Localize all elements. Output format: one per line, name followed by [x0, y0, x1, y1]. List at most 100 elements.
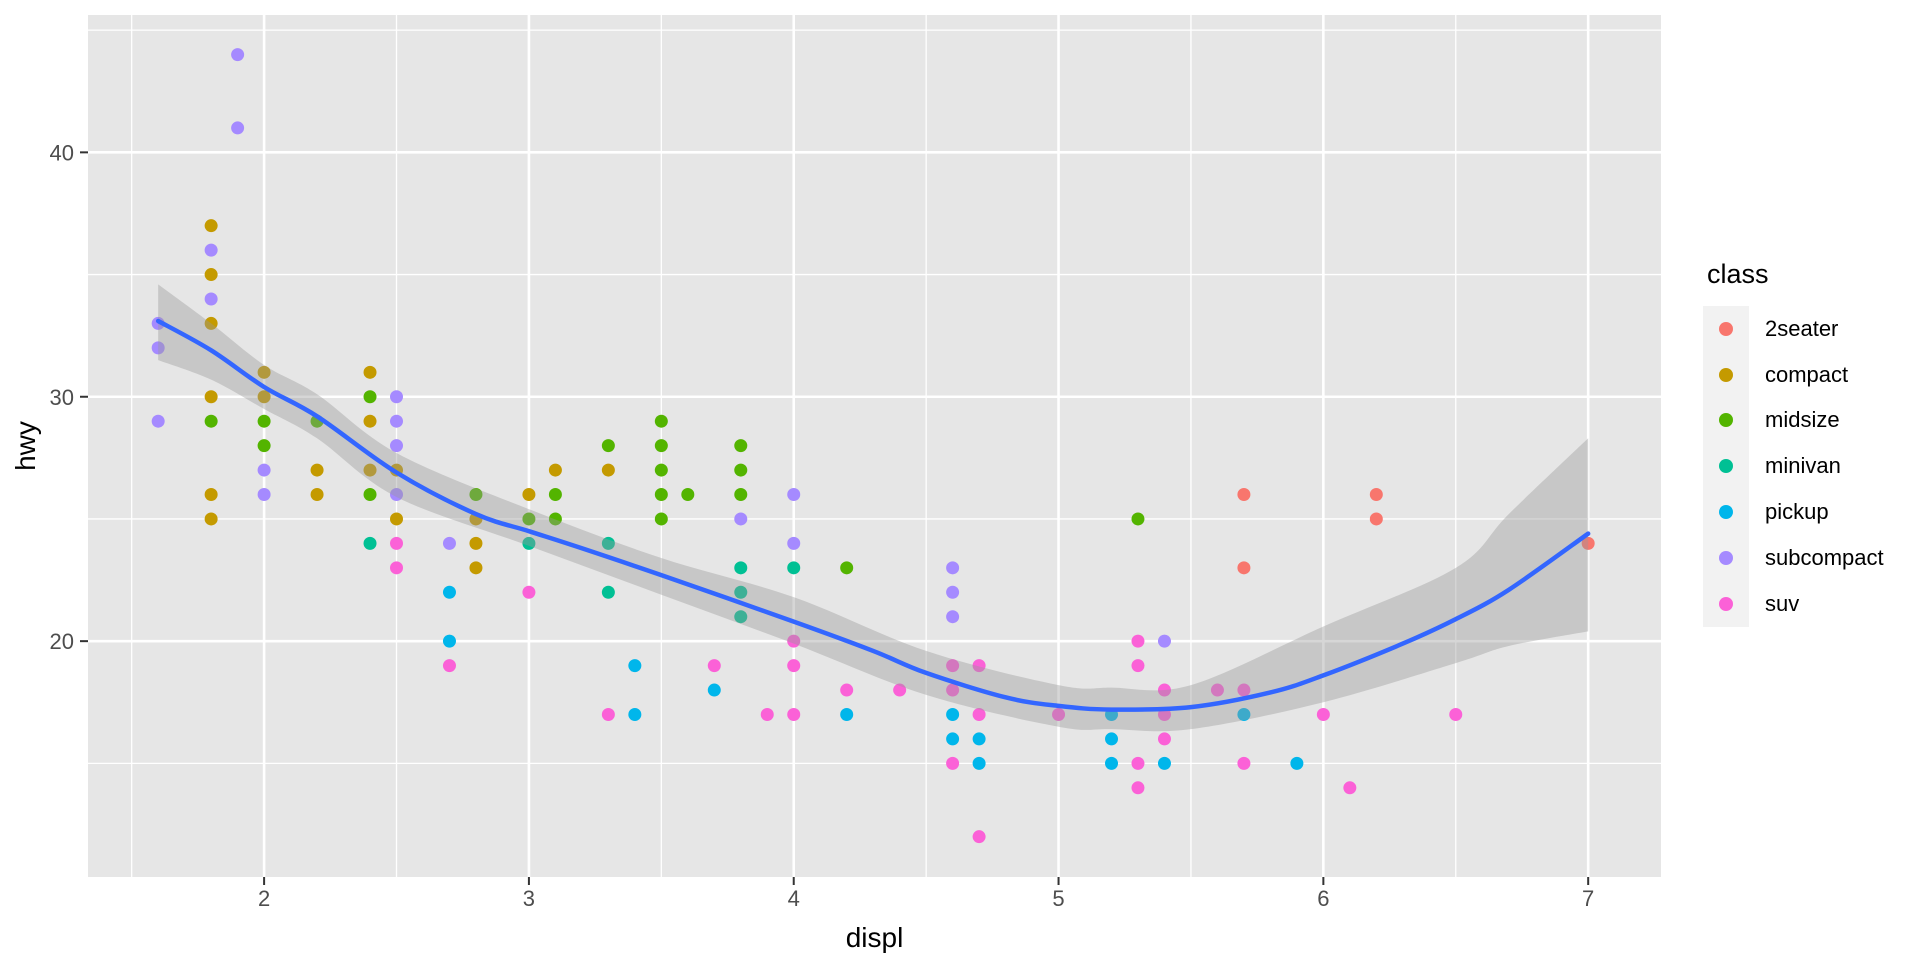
data-point-minivan — [601, 585, 615, 599]
data-point-midsize — [734, 463, 748, 477]
legend-item-pickup: pickup — [1703, 489, 1884, 535]
data-point-pickup — [1105, 732, 1119, 746]
data-point-suv — [972, 830, 986, 844]
data-point-pickup — [1237, 707, 1251, 721]
legend-items: 2seater compact midsize minivan pickup subcom… — [1703, 306, 1884, 627]
plot-panel — [88, 15, 1661, 877]
data-point-suv — [1131, 781, 1145, 795]
data-point-suv — [1131, 659, 1145, 673]
data-point-compact — [204, 219, 218, 233]
data-point-suv — [1131, 756, 1145, 770]
legend-item-midsize: midsize — [1703, 397, 1884, 444]
data-point-midsize — [654, 512, 668, 526]
data-point-compact — [204, 390, 218, 404]
data-point-pickup — [840, 707, 854, 721]
data-point-subcompact — [390, 439, 404, 453]
legend-key-minivan — [1703, 443, 1749, 490]
data-point-midsize — [654, 488, 668, 502]
legend-key-subcompact — [1703, 534, 1749, 581]
data-point-subcompact — [257, 488, 271, 502]
legend-item-suv: suv — [1703, 580, 1884, 627]
y-tick-label: 30 — [50, 385, 74, 410]
legend-dot-icon — [1719, 459, 1733, 474]
data-point-suv — [1343, 781, 1357, 795]
confidence-ribbon — [158, 284, 1589, 732]
data-point-pickup — [707, 683, 721, 697]
legend-key-suv — [1703, 580, 1749, 627]
data-point-suv — [1131, 634, 1145, 648]
data-point-suv — [946, 756, 960, 770]
data-point-minivan — [734, 610, 748, 624]
data-point-subcompact — [151, 414, 165, 428]
data-point-pickup — [442, 634, 456, 648]
data-point-midsize — [654, 414, 668, 428]
data-point-compact — [257, 390, 271, 404]
legend-dot-icon — [1719, 413, 1733, 428]
data-point-suv — [787, 659, 801, 673]
data-point-pickup — [442, 585, 456, 599]
data-point-subcompact — [231, 121, 245, 135]
data-point-pickup — [946, 707, 960, 721]
legend-label: suv — [1765, 590, 1800, 616]
legend-label: pickup — [1765, 499, 1829, 525]
legend-dot-icon — [1719, 550, 1733, 565]
data-point-subcompact — [390, 414, 404, 428]
legend-label: midsize — [1765, 407, 1840, 433]
data-point-2seater — [1237, 561, 1251, 575]
data-point-suv — [893, 683, 907, 697]
legend-dot-icon — [1719, 505, 1733, 520]
data-point-subcompact — [204, 243, 218, 257]
data-point-compact — [363, 414, 377, 428]
data-point-pickup — [972, 732, 986, 746]
legend-label: compact — [1765, 361, 1849, 387]
data-point-minivan — [601, 536, 615, 550]
data-point-suv — [601, 707, 615, 721]
data-point-pickup — [628, 659, 642, 673]
legend-label: subcompact — [1765, 544, 1884, 570]
y-tick-label: 40 — [50, 140, 74, 165]
x-tick-label: 6 — [1317, 886, 1329, 911]
legend-title: class — [1707, 259, 1769, 289]
data-point-2seater — [1581, 536, 1595, 550]
data-point-pickup — [628, 707, 642, 721]
data-point-suv — [1316, 707, 1330, 721]
data-point-midsize — [204, 414, 218, 428]
legend-item-minivan: minivan — [1703, 443, 1884, 490]
data-point-compact — [469, 536, 483, 550]
data-point-minivan — [522, 536, 536, 550]
data-point-subcompact — [1157, 634, 1171, 648]
data-point-suv — [1210, 683, 1224, 697]
data-point-compact — [522, 488, 536, 502]
legend-key-2seater — [1703, 306, 1749, 352]
x-tick-label: 4 — [788, 886, 800, 911]
x-tick-label: 2 — [258, 886, 270, 911]
data-point-minivan — [787, 561, 801, 575]
data-point-compact — [601, 463, 615, 477]
legend-item-subcompact: subcompact — [1703, 534, 1884, 581]
x-tick-label: 7 — [1582, 886, 1594, 911]
data-point-suv — [1157, 683, 1171, 697]
data-point-compact — [363, 463, 377, 477]
data-point-subcompact — [390, 488, 404, 502]
data-point-midsize — [469, 488, 483, 502]
data-point-subcompact — [151, 341, 165, 355]
data-point-midsize — [734, 439, 748, 453]
x-tick-label: 3 — [523, 886, 535, 911]
data-point-suv — [840, 683, 854, 697]
data-point-compact — [204, 268, 218, 282]
data-point-compact — [548, 463, 562, 477]
data-point-minivan — [734, 561, 748, 575]
legend-label: 2seater — [1765, 315, 1839, 341]
data-point-suv — [787, 707, 801, 721]
data-point-compact — [469, 561, 483, 575]
y-tick-label: 20 — [50, 629, 74, 654]
data-point-midsize — [840, 561, 854, 575]
data-point-midsize — [548, 488, 562, 502]
data-point-compact — [390, 512, 404, 526]
data-point-suv — [760, 707, 774, 721]
data-point-suv — [1237, 683, 1251, 697]
data-point-midsize — [654, 463, 668, 477]
data-point-compact — [363, 365, 377, 379]
